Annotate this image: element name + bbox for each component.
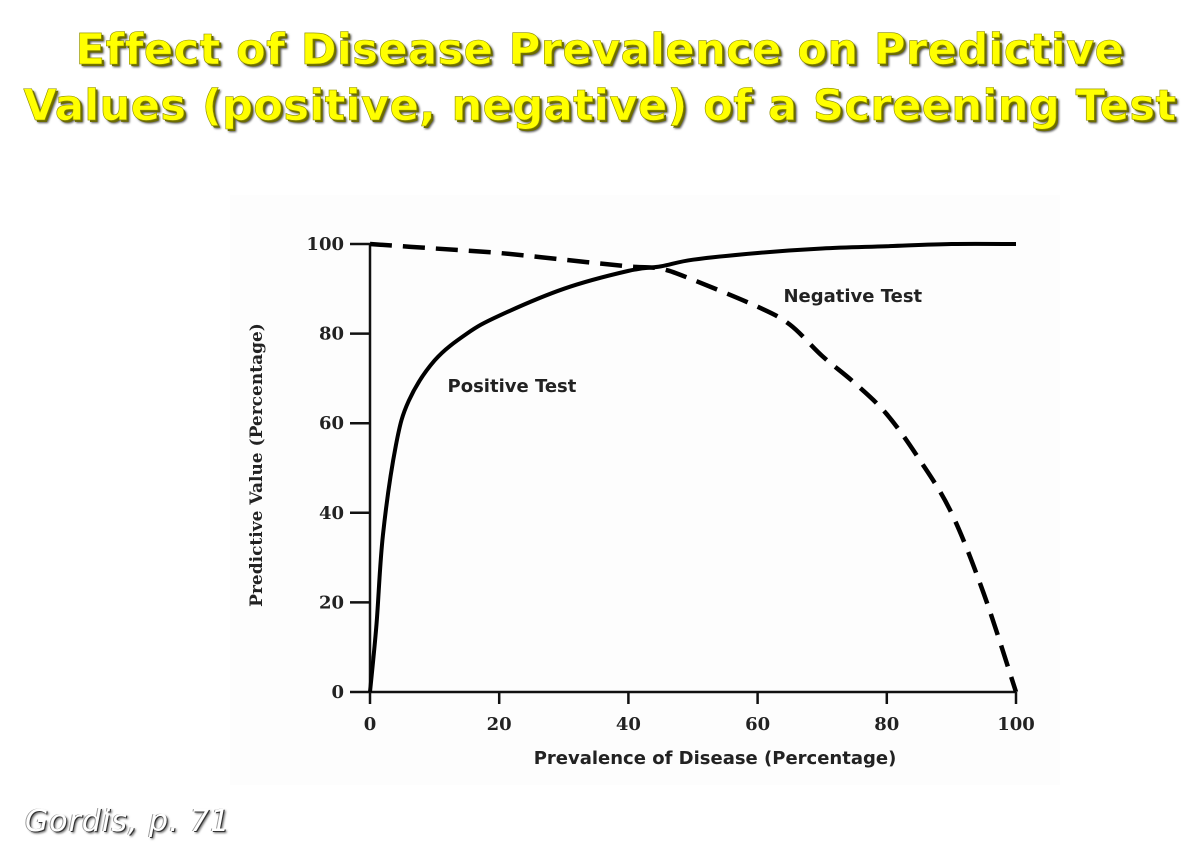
y-axis-ticks: 0 20 40 60 80 100 [306,234,370,703]
x-axis-ticks: 0 20 40 60 80 100 [364,692,1035,735]
y-tick-label: 0 [331,682,344,703]
predictive-value-chart: 0 20 40 60 80 100 0 20 40 60 80 100 Prevalence of … [247,234,1035,769]
x-tick-label: 60 [745,714,770,735]
negative-test-curve [369,241,1019,693]
slide-title: Effect of Disease Prevalence on Predicti… [0,22,1200,134]
y-tick-label: 40 [319,503,344,524]
x-tick-label: 40 [616,714,641,735]
x-axis-label: Prevalence of Disease (Percentage) [534,748,897,769]
y-tick-label: 60 [319,413,344,434]
annotation-label: Positive Test [448,376,577,397]
slide-title-line-1: Effect of Disease Prevalence on Predicti… [75,25,1125,76]
x-tick-label: 80 [874,714,899,735]
y-tick-label: 100 [306,234,344,255]
annotation-label: Negative Test [783,286,922,307]
x-tick-label: 20 [487,714,512,735]
chart-figure: 0 20 40 60 80 100 0 20 40 60 80 100 Prevalence of … [230,195,1060,785]
positive-test-curve [368,241,1017,693]
x-tick-label: 0 [364,714,377,735]
chart-annotations: Positive Test Negative Test [448,286,923,397]
y-axis-label: Predictive Value (Percentage) [247,323,267,607]
y-tick-label: 20 [319,592,344,613]
x-tick-label: 100 [997,714,1035,735]
chart-axes [368,244,1016,694]
chart-series [368,241,1019,693]
slide-title-line-2: Values (positive, negative) of a Screeni… [23,81,1177,132]
y-tick-label: 80 [319,324,344,345]
citation: Gordis, p. 71 [25,804,231,839]
